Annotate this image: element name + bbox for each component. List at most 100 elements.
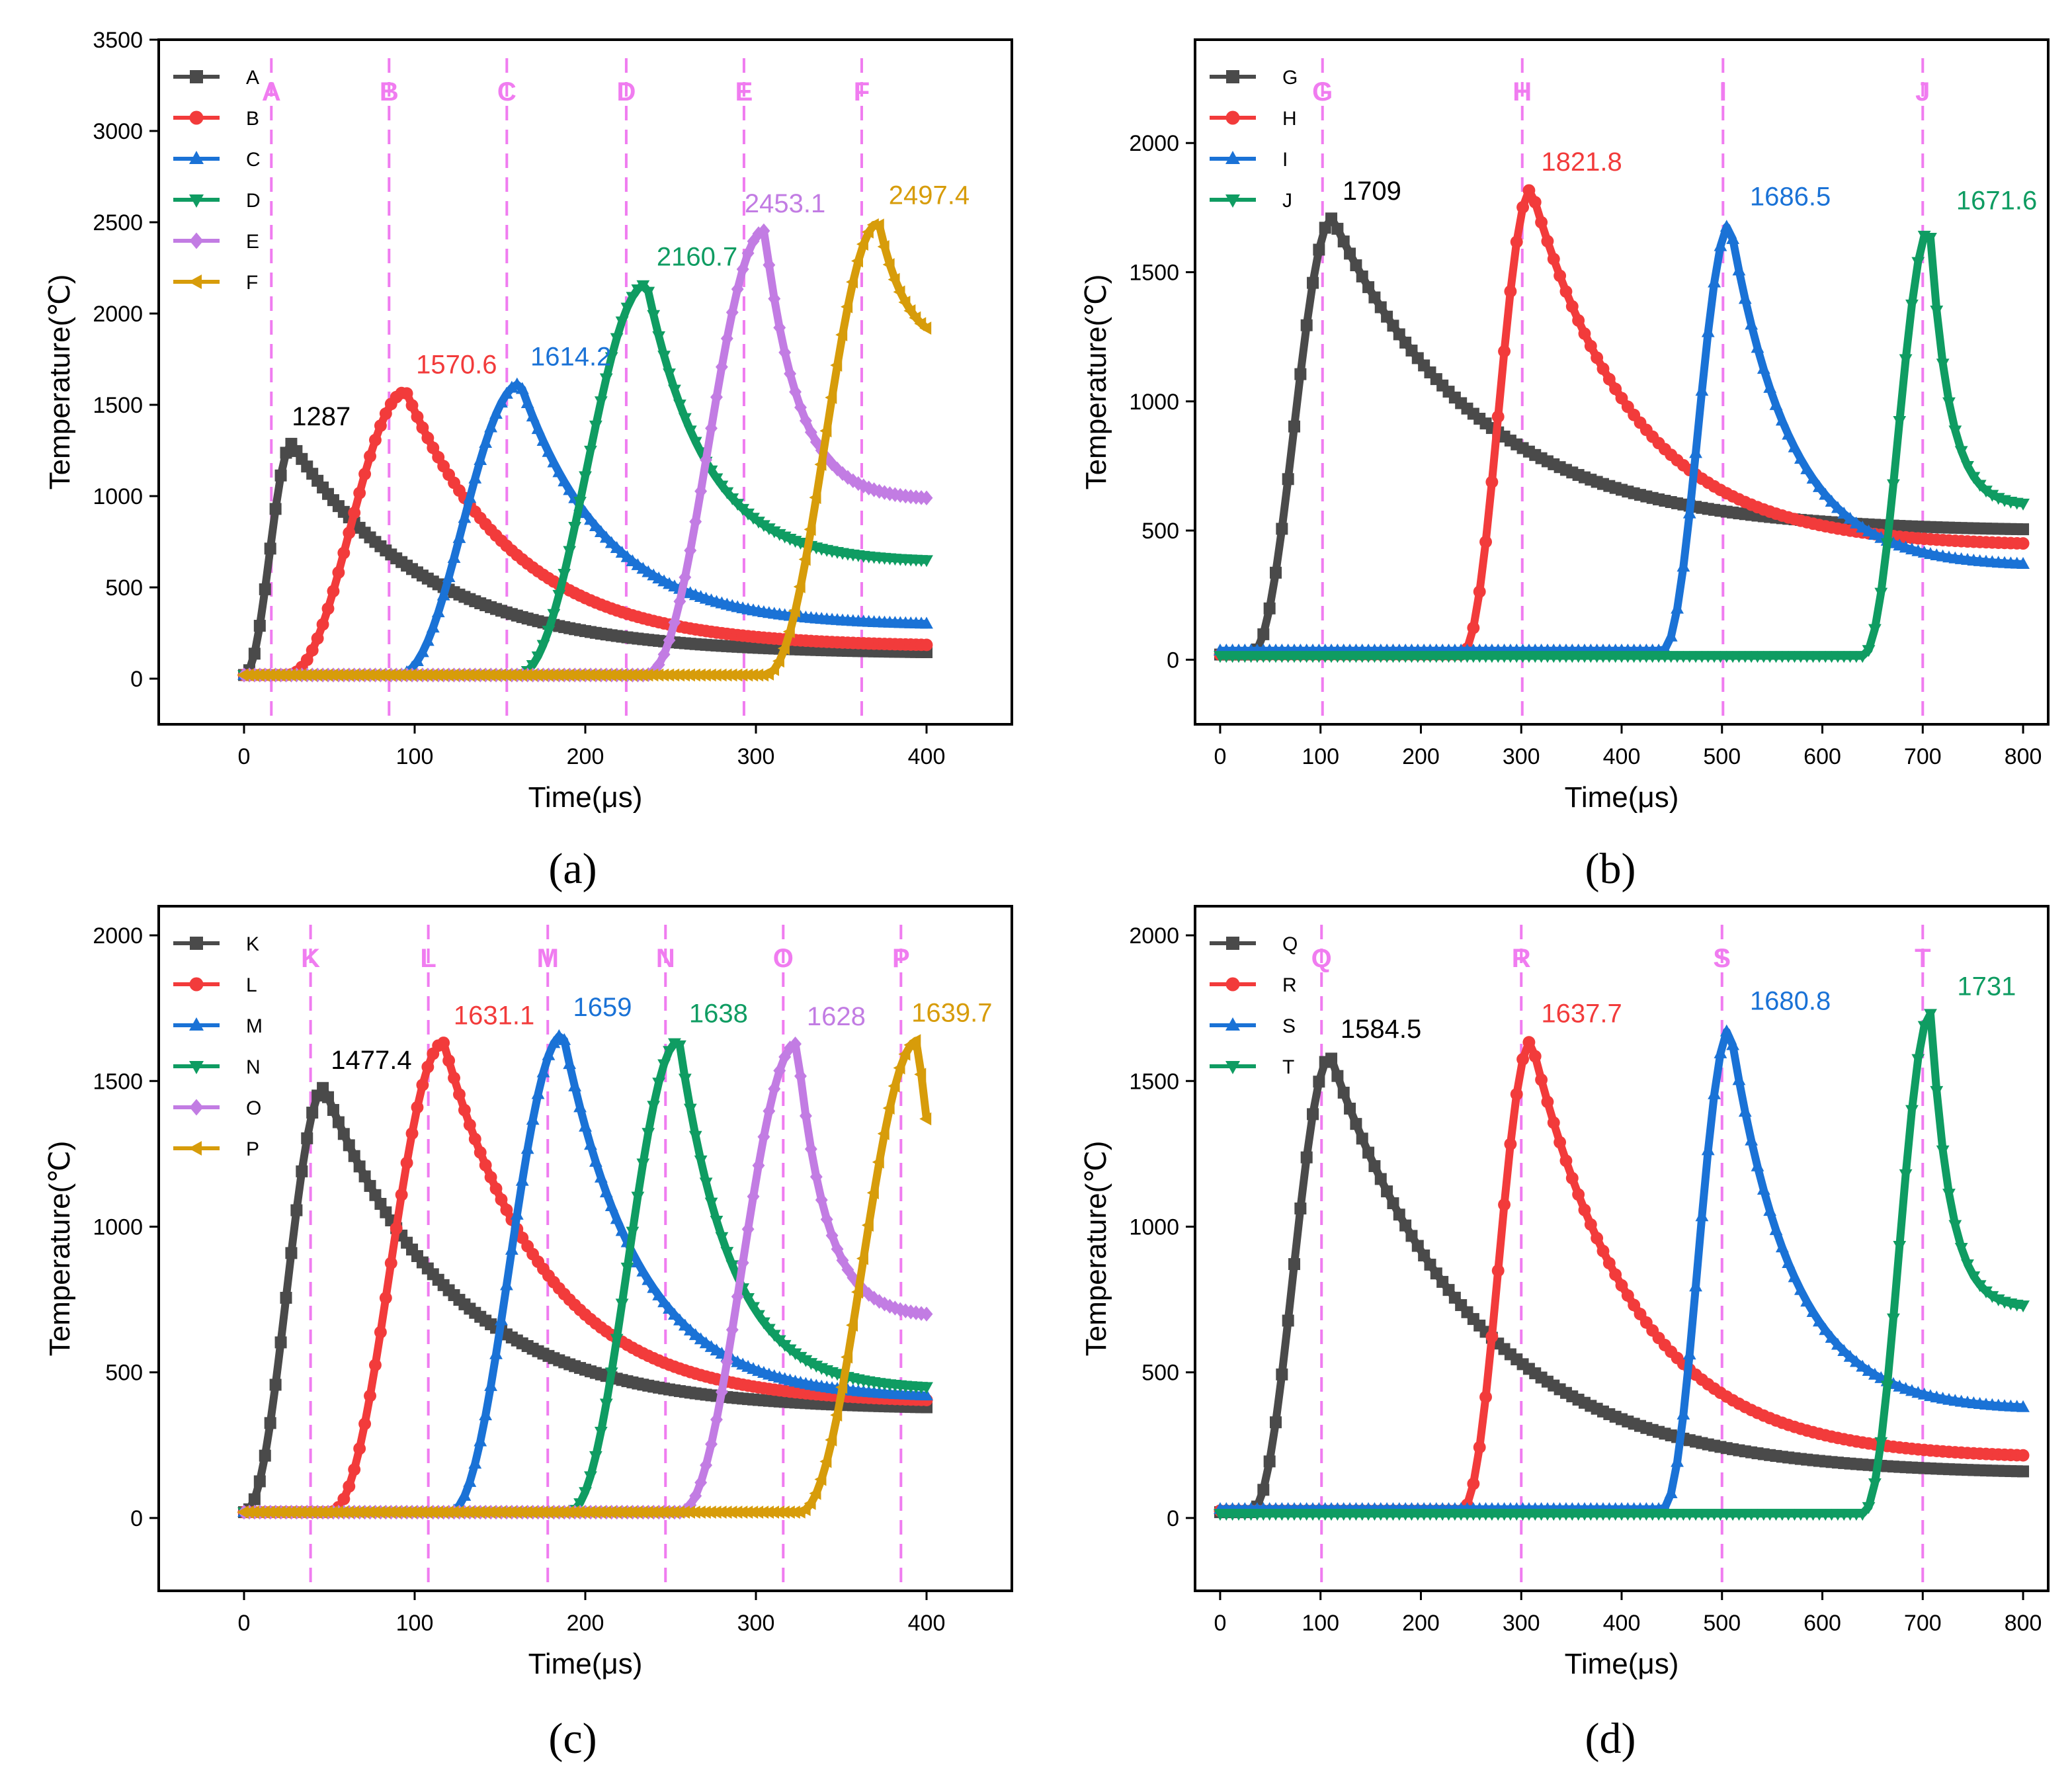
- data-point-M: [589, 1154, 602, 1167]
- data-point-K: [327, 1104, 339, 1117]
- data-point-K: [332, 1116, 345, 1128]
- data-point-Q: [1307, 1108, 1319, 1121]
- data-point-T: [1967, 1271, 1981, 1284]
- data-point-Q: [1356, 1132, 1368, 1145]
- data-point-J: [1985, 489, 1999, 502]
- data-point-H: [1473, 585, 1486, 598]
- legend-swatch-marker: [189, 151, 204, 164]
- data-point-F: [888, 273, 900, 286]
- data-point-Q: [2017, 1465, 2030, 1478]
- data-point-M: [458, 1488, 472, 1501]
- legend-swatch-marker: [1225, 194, 1240, 208]
- data-point-F: [893, 285, 905, 299]
- data-point-E: [804, 425, 817, 440]
- legend-swatch-marker: [1225, 977, 1240, 992]
- data-point-B: [920, 638, 933, 652]
- data-point-S: [1819, 1323, 1833, 1335]
- data-point-S: [1664, 1486, 1678, 1499]
- data-point-B: [321, 602, 335, 615]
- data-point-G: [1288, 420, 1301, 433]
- series-line-F: [244, 220, 929, 679]
- data-point-D: [678, 413, 692, 425]
- x-tick-label: 600: [1803, 1611, 1841, 1636]
- y-axis-label: Temperature(℃): [44, 1141, 76, 1357]
- data-point-S: [1825, 1330, 1839, 1343]
- data-point-P: [825, 1433, 837, 1447]
- x-tick-label: 500: [1703, 1611, 1741, 1636]
- series-line-I: [1220, 222, 2024, 655]
- data-point-R: [1473, 1441, 1486, 1454]
- series-line-G: [1220, 214, 2024, 659]
- data-point-O: [799, 1108, 812, 1124]
- data-point-I: [1769, 398, 1783, 410]
- y-tick-label: 1500: [93, 393, 143, 418]
- data-point-I: [1708, 275, 1721, 288]
- data-point-J: [1899, 354, 1913, 366]
- peak-label-D: 2160.7: [657, 243, 737, 272]
- peak-label-B: 1570.6: [416, 351, 497, 380]
- data-point-O: [778, 1049, 792, 1065]
- data-point-G: [1374, 301, 1387, 314]
- data-point-C: [500, 386, 513, 399]
- data-point-T: [1930, 1085, 1944, 1098]
- data-point-J: [1961, 461, 1974, 474]
- peak-label-O: 1628: [807, 1002, 866, 1031]
- data-point-G: [1331, 222, 1344, 235]
- data-point-K: [259, 1449, 271, 1462]
- data-point-P: [819, 1455, 832, 1468]
- data-point-S: [1769, 1223, 1783, 1236]
- data-point-M: [615, 1224, 629, 1236]
- data-point-R: [1522, 1036, 1536, 1049]
- data-point-M: [536, 1065, 550, 1078]
- data-point-P: [835, 1380, 848, 1394]
- data-point-E: [873, 484, 886, 499]
- data-point-Q: [1276, 1368, 1288, 1380]
- data-point-R: [1621, 1289, 1634, 1302]
- x-tick-label: 200: [1402, 1611, 1440, 1636]
- data-point-I: [1664, 629, 1678, 642]
- data-point-E: [668, 615, 681, 630]
- data-point-Q: [1282, 1314, 1294, 1327]
- data-point-R: [1498, 1198, 1511, 1211]
- data-point-D: [668, 384, 681, 397]
- data-point-L: [390, 1222, 403, 1235]
- position-marker-label: E: [735, 77, 753, 106]
- data-point-A: [259, 583, 271, 595]
- data-point-Q: [1418, 1250, 1430, 1262]
- data-point-H: [1565, 300, 1579, 313]
- data-point-P: [809, 1486, 821, 1500]
- x-tick-label: 300: [1503, 744, 1540, 769]
- data-point-O: [815, 1192, 828, 1208]
- data-point-E: [657, 647, 671, 662]
- data-point-R: [1559, 1154, 1573, 1167]
- data-point-M: [604, 1199, 618, 1211]
- data-point-D: [536, 640, 550, 652]
- data-point-E: [700, 452, 713, 468]
- data-point-D: [558, 568, 571, 581]
- data-point-S: [1671, 1455, 1684, 1467]
- position-marker-label: F: [854, 77, 870, 106]
- data-point-M: [594, 1170, 608, 1183]
- data-point-N: [704, 1197, 718, 1210]
- x-tick-label: 400: [1603, 1611, 1641, 1636]
- data-point-G: [1257, 628, 1270, 640]
- data-point-D: [620, 302, 634, 315]
- data-point-Q: [1263, 1455, 1276, 1468]
- peak-label-N: 1638: [689, 999, 748, 1028]
- data-point-Q: [1411, 1240, 1424, 1252]
- data-point-J: [1942, 397, 1956, 409]
- x-tick-label: 200: [1402, 744, 1440, 769]
- data-point-S: [1837, 1344, 1851, 1357]
- data-point-Q: [1374, 1173, 1387, 1185]
- data-point-I: [2016, 557, 2030, 570]
- data-point-D: [526, 660, 540, 673]
- data-point-D: [552, 589, 566, 602]
- legend-swatch-marker: [1225, 1017, 1240, 1031]
- y-axis-label: Temperature(℃): [1080, 1141, 1112, 1357]
- data-point-M: [468, 1457, 482, 1469]
- x-tick-label: 700: [1904, 1611, 1942, 1636]
- data-point-O: [725, 1322, 739, 1337]
- legend-swatch-marker: [189, 977, 204, 992]
- data-point-C: [447, 550, 461, 563]
- data-point-J: [1880, 538, 1894, 550]
